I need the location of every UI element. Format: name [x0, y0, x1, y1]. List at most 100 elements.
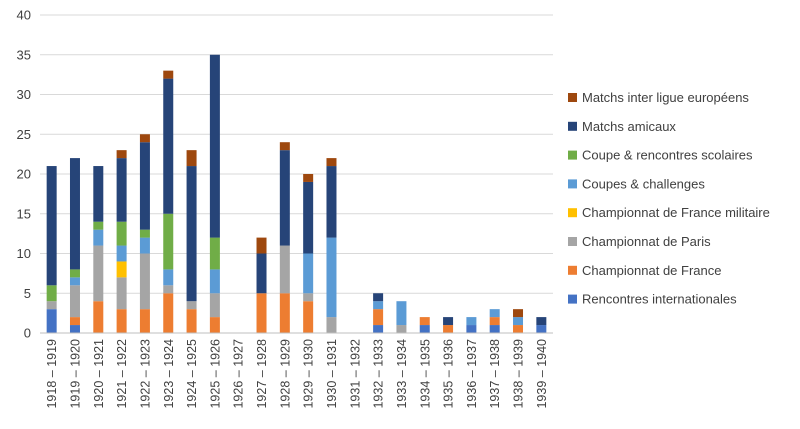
- bar-segment: [163, 78, 174, 214]
- x-tick-label: 1918 – 1919: [45, 339, 59, 409]
- bar-segment: [303, 301, 314, 333]
- legend-label: Coupe & rencontres scolaires: [582, 148, 753, 163]
- bar-segment: [116, 261, 127, 278]
- bar-segment: [186, 150, 197, 167]
- bar-segment: [466, 317, 477, 326]
- bar-segment: [303, 253, 314, 294]
- bar-segment: [513, 317, 524, 326]
- y-tick-label: 40: [17, 8, 31, 23]
- bar-segment: [69, 285, 80, 318]
- y-tick-label: 15: [17, 206, 31, 221]
- bar-segment: [326, 317, 337, 333]
- bar-segment: [373, 293, 384, 302]
- y-tick-label: 30: [17, 87, 31, 102]
- bar-segment: [396, 325, 407, 333]
- legend-swatch: [568, 93, 577, 102]
- legend-swatch: [568, 294, 577, 304]
- bar-segment: [163, 269, 174, 286]
- bar-segment: [139, 142, 150, 230]
- bar-segment: [163, 213, 174, 270]
- bar-segment: [93, 221, 104, 230]
- bar-segment: [303, 181, 314, 254]
- x-tick-label: 1933 – 1934: [395, 339, 409, 409]
- legend-label: Championnat de Paris: [582, 234, 711, 249]
- x-tick-label: 1938 – 1939: [512, 339, 526, 409]
- bar-segment: [186, 309, 197, 333]
- x-tick-label: 1923 – 1924: [162, 339, 176, 409]
- bar-segment: [93, 166, 104, 222]
- bar-segment: [443, 325, 454, 333]
- bar-segment: [326, 237, 337, 318]
- bar-segment: [139, 309, 150, 333]
- y-tick-label: 20: [17, 167, 31, 182]
- bar-segment: [279, 150, 290, 246]
- legend-label: Matchs amicaux: [582, 119, 676, 134]
- bar-segment: [256, 237, 267, 254]
- bar-segment: [303, 174, 314, 182]
- bar-segment: [116, 277, 127, 310]
- bar-segment: [209, 293, 220, 318]
- bar-segment: [139, 229, 150, 238]
- x-tick-label: 1935 – 1936: [442, 339, 456, 409]
- legend-swatch: [568, 237, 577, 246]
- bar-segment: [256, 293, 267, 333]
- bar-segment: [69, 158, 80, 270]
- bar-segment: [536, 317, 547, 326]
- y-tick-label: 25: [17, 127, 31, 142]
- x-tick-label: 1931 – 1932: [348, 339, 362, 409]
- bar-segment: [536, 325, 547, 333]
- bar-segment: [139, 253, 150, 310]
- legend: Matchs inter ligue européens Matchs amica…: [568, 90, 770, 307]
- x-tick-label: 1926 – 1927: [232, 339, 246, 409]
- bar-segment: [326, 166, 337, 238]
- bar-segment: [209, 54, 220, 238]
- bar-segment: [489, 317, 500, 326]
- x-tick-label: 1919 – 1920: [68, 339, 82, 409]
- bar-segment: [139, 237, 150, 254]
- bar-segment: [116, 158, 127, 222]
- x-tick-label: 1924 – 1925: [185, 339, 199, 409]
- x-tick-label: 1921 – 1922: [115, 339, 129, 409]
- legend-swatch: [568, 121, 577, 131]
- x-axis-ticks: 1918 – 1919 1919 – 1920 1920 – 1921 1921 – …: [45, 339, 549, 409]
- bar-segment: [489, 309, 500, 318]
- legend-label: Championnat de France: [582, 263, 721, 278]
- bar-segment: [326, 158, 337, 167]
- bar-segment: [116, 150, 127, 159]
- bar-segment: [396, 301, 407, 326]
- x-tick-label: 1927 – 1928: [255, 339, 269, 409]
- bar-segment: [69, 325, 80, 333]
- legend-swatch: [568, 208, 577, 218]
- x-tick-label: 1939 – 1940: [535, 339, 549, 409]
- bar-segment: [116, 245, 127, 262]
- y-tick-label: 10: [17, 246, 31, 261]
- bar-segment: [373, 309, 384, 326]
- bar-segment: [163, 293, 174, 333]
- bar-segment: [46, 166, 57, 286]
- bar-segment: [279, 245, 290, 294]
- bar-segment: [186, 301, 197, 310]
- x-tick-label: 1930 – 1931: [325, 339, 339, 409]
- bar-segment: [116, 221, 127, 246]
- x-tick-label: 1929 – 1930: [302, 339, 316, 409]
- bar-segment: [279, 142, 290, 151]
- x-tick-label: 1920 – 1921: [92, 339, 106, 409]
- bar-segment: [163, 70, 174, 79]
- bar-segment: [46, 285, 57, 302]
- bar-segment: [489, 325, 500, 333]
- bar-segment: [513, 309, 524, 318]
- bar-segment: [93, 301, 104, 333]
- bar-segment: [279, 293, 290, 333]
- bar-segment: [69, 269, 80, 278]
- bar-segment: [209, 317, 220, 333]
- bar-segment: [373, 301, 384, 310]
- y-axis-ticks: 0 5 10 15 20 25 30 35 40: [17, 8, 31, 341]
- bar-segment: [466, 325, 477, 333]
- bar-segment: [93, 229, 104, 246]
- y-tick-label: 35: [17, 47, 31, 62]
- bar-segment: [209, 269, 220, 294]
- bar-segment: [116, 309, 127, 333]
- x-tick-label: 1928 – 1929: [278, 339, 292, 409]
- x-tick-label: 1922 – 1923: [138, 339, 152, 409]
